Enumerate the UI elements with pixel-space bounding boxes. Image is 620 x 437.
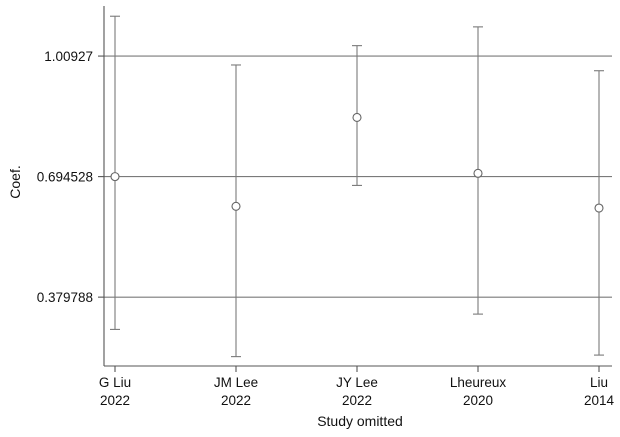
x-tick-label: JM Lee 2022 bbox=[214, 375, 258, 408]
y-tick-label: 0.694528 bbox=[37, 170, 93, 185]
point-estimate bbox=[473, 168, 483, 178]
y-axis-label: Coef. bbox=[7, 165, 23, 198]
confidence-intervals bbox=[110, 15, 604, 358]
point-estimate bbox=[231, 201, 241, 211]
x-tick-label: JY Lee 2022 bbox=[336, 375, 378, 408]
point-estimate bbox=[352, 112, 362, 122]
point-estimate bbox=[110, 172, 120, 182]
x-tick-label: Lheureux 2020 bbox=[450, 375, 507, 408]
y-tick-label: 0.379788 bbox=[37, 290, 93, 305]
tick-labels: 0.379788 0.694528 1.00927 G Liu 2022 JM Lee 20… bbox=[37, 49, 615, 408]
x-tick-label: G Liu 2022 bbox=[99, 375, 131, 408]
point-estimates bbox=[110, 112, 604, 213]
gridlines bbox=[104, 55, 612, 298]
axes bbox=[98, 6, 612, 372]
point-estimate bbox=[594, 203, 604, 213]
x-tick-label: Liu 2014 bbox=[584, 375, 615, 408]
x-axis-label: Study omitted bbox=[317, 413, 403, 429]
y-tick-label: 1.00927 bbox=[44, 49, 93, 64]
